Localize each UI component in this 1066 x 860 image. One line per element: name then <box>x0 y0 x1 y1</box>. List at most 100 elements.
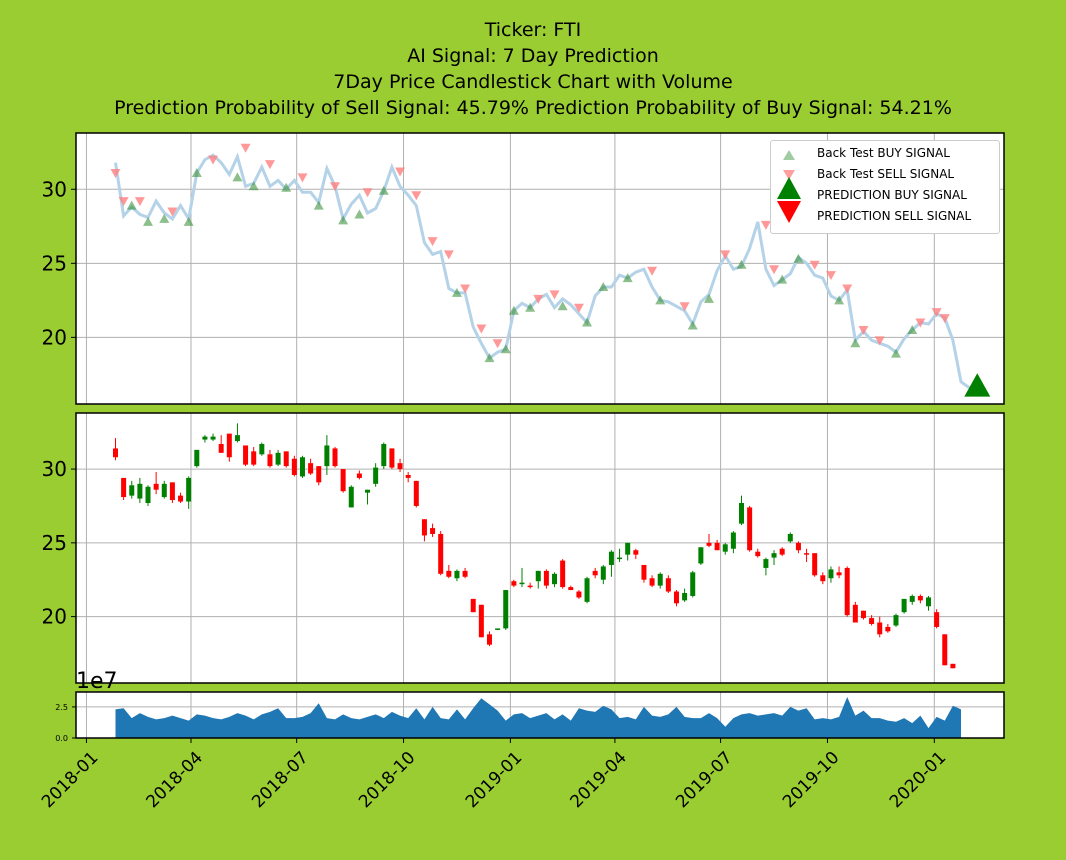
candle-body <box>454 570 460 579</box>
candle-body <box>926 597 932 607</box>
candle-body <box>389 448 395 468</box>
chart-title-signal: AI Signal: 7 Day Prediction <box>407 45 659 67</box>
candle-body <box>486 634 492 645</box>
candle-body <box>795 542 801 551</box>
x-tick-label: 2019-07 <box>672 748 736 812</box>
backtest-sell-marker <box>760 220 771 230</box>
legend-sell-marker <box>783 170 795 180</box>
x-tick-label: 2018-10 <box>355 748 419 812</box>
candle-body <box>747 507 753 551</box>
backtest-sell-marker <box>492 339 503 349</box>
candle-body <box>161 483 167 498</box>
candle-body <box>413 480 419 506</box>
legend-label-backtest-sell: Back Test SELL SIGNAL <box>817 167 955 181</box>
candle-body <box>365 489 371 493</box>
backtest-sell-marker <box>647 266 658 276</box>
candle-body <box>779 548 785 555</box>
panel-frame-1 <box>75 132 1005 405</box>
backtest-sell-marker <box>720 250 731 260</box>
candle-body <box>210 436 216 440</box>
candle-body <box>934 612 940 627</box>
candle-body <box>218 443 224 453</box>
backtest-buy-marker <box>525 302 536 312</box>
legend-label-prediction-buy: PREDICTION BUY SIGNAL <box>817 188 967 202</box>
candle-body <box>568 587 574 591</box>
candle-body <box>901 598 907 613</box>
y-tick-label: 2.5 <box>55 703 68 712</box>
candle-body <box>340 469 346 492</box>
candle-body <box>112 448 118 458</box>
close-price-line <box>114 152 971 389</box>
candle-body <box>438 533 444 574</box>
candle-body <box>917 595 923 601</box>
backtest-buy-marker <box>655 295 666 305</box>
backtest-sell-marker <box>939 314 950 324</box>
candle-body <box>804 553 810 555</box>
volume-area <box>115 697 961 738</box>
backtest-sell-marker <box>476 324 487 334</box>
candle-body <box>844 567 850 616</box>
backtest-sell-marker <box>427 237 438 247</box>
candle-body <box>714 542 720 551</box>
backtest-sell-marker <box>769 265 780 275</box>
backtest-sell-marker <box>858 325 869 335</box>
candle-body <box>299 457 305 477</box>
x-tick-label: 2020-01 <box>886 748 950 812</box>
candle-body <box>893 615 899 626</box>
candle-body <box>226 433 232 458</box>
backtest-buy-marker <box>191 167 202 177</box>
candle-body <box>909 595 915 602</box>
legend-prediction-buy-marker <box>777 177 801 199</box>
backtest-buy-marker <box>484 353 495 363</box>
candle-body <box>617 557 623 560</box>
backtest-buy-marker <box>451 287 462 297</box>
legend-label-backtest-buy: Back Test BUY SIGNAL <box>817 146 950 160</box>
candle-body <box>243 445 249 465</box>
candle-body <box>169 482 175 501</box>
backtest-sell-marker <box>330 182 341 192</box>
candle-body <box>446 570 452 577</box>
x-tick-label: 2019-04 <box>566 748 630 812</box>
candle-body <box>584 578 590 602</box>
candle-body <box>608 551 614 565</box>
backtest-buy-marker <box>777 274 788 284</box>
candle-body <box>503 590 509 629</box>
candle-body <box>755 551 761 557</box>
backtest-sell-marker <box>443 250 454 260</box>
backtest-buy-marker <box>508 305 519 315</box>
y-tick-label: 20 <box>42 605 67 629</box>
candle-body <box>739 503 745 524</box>
candle-body <box>121 477 127 498</box>
candle-body <box>145 486 151 503</box>
candle-body <box>283 451 289 467</box>
candle-body <box>950 663 956 669</box>
x-tick-label: 2019-10 <box>779 748 843 812</box>
y-tick-label: 30 <box>42 457 67 481</box>
candle-body <box>771 553 777 558</box>
candle-body <box>641 564 647 580</box>
candle-body <box>519 582 525 585</box>
backtest-sell-marker <box>549 290 560 300</box>
candle-body <box>852 604 858 623</box>
backtest-sell-marker <box>931 308 942 318</box>
candle-body <box>576 591 582 598</box>
backtest-sell-marker <box>411 191 422 201</box>
candle-body <box>186 477 192 502</box>
candle-body <box>202 436 208 440</box>
candle-body <box>137 483 143 499</box>
panel-frame-2 <box>75 412 1005 684</box>
backtest-sell-marker <box>134 197 145 207</box>
backtest-sell-marker <box>573 303 584 313</box>
candle-body <box>690 572 696 596</box>
candle-body <box>665 578 671 592</box>
backtest-buy-marker <box>793 253 804 263</box>
x-tick-label: 2018-01 <box>38 748 102 812</box>
backtest-sell-marker <box>208 155 219 165</box>
panel-frame-3 <box>75 691 1005 739</box>
legend-buy-marker <box>783 150 795 160</box>
candle-body <box>178 495 184 502</box>
candle-body <box>649 578 655 586</box>
chart-title-probabilities: Prediction Probability of Sell Signal: 4… <box>114 97 952 119</box>
